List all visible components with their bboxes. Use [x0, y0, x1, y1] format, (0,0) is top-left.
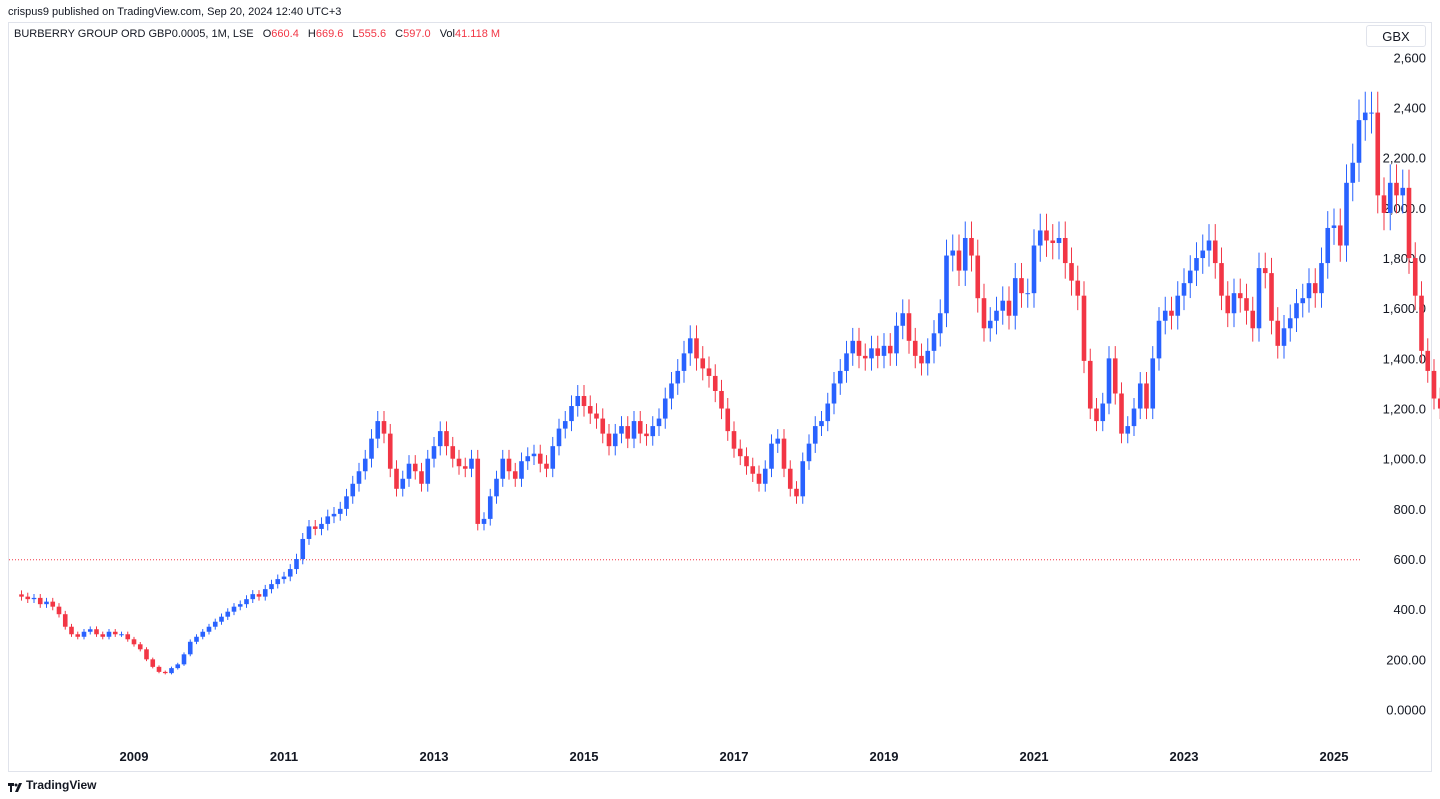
- symbol-label: BURBERRY GROUP ORD GBP0.0005, 1M, LSE: [14, 28, 254, 40]
- tradingview-logo-icon: [8, 781, 22, 792]
- close-label: C: [395, 28, 404, 40]
- low-label: L: [352, 28, 359, 40]
- candle-body: [1431, 370, 1437, 399]
- volume-label: Vol: [439, 28, 455, 40]
- high-label: H: [307, 28, 316, 40]
- chart-area[interactable]: [8, 22, 1432, 772]
- footer-brand: TradingView: [8, 778, 96, 792]
- open-label: O: [262, 28, 272, 40]
- high-value: 669.6: [315, 28, 344, 40]
- footer-brand-label: TradingView: [26, 778, 97, 792]
- open-value: 660.4: [271, 28, 299, 40]
- close-value: 597.0: [403, 28, 431, 40]
- symbol-legend: BURBERRY GROUP ORD GBP0.0005, 1M, LSE O6…: [14, 28, 500, 40]
- currency-button[interactable]: GBX: [1366, 25, 1426, 47]
- low-value: 555.6: [358, 28, 387, 40]
- volume-value: 41.118 M: [454, 28, 501, 40]
- published-note: crispus9 published on TradingView.com, S…: [8, 6, 342, 18]
